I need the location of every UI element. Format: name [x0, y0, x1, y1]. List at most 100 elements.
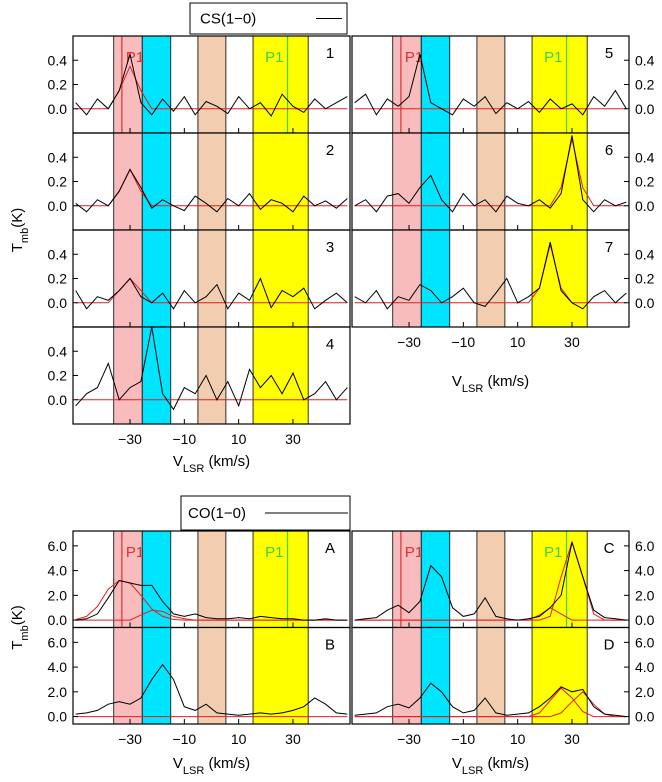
legend-label: CO(1−0) — [188, 505, 246, 522]
velocity-band — [197, 35, 227, 134]
y-tick-label: 4.0 — [635, 563, 655, 579]
fit-line — [354, 244, 627, 304]
marker-label: P1 — [265, 49, 283, 66]
y-tick-label: 2.0 — [635, 587, 655, 603]
velocity-band — [252, 229, 309, 328]
velocity-band — [197, 530, 227, 628]
panel-label: 4 — [326, 336, 334, 353]
x-tick-label: −30 — [397, 731, 421, 747]
x-axis-label-part: (km/s) — [204, 755, 250, 772]
y-tick-label: 2.0 — [48, 587, 68, 603]
spectrum-line — [354, 541, 627, 621]
velocity-band — [531, 229, 588, 328]
velocity-band — [420, 35, 451, 134]
y-tick-label: 2.0 — [48, 684, 68, 700]
marker-label: P1 — [126, 544, 144, 561]
y-tick-label: 6.0 — [48, 538, 68, 554]
velocity-band — [141, 627, 172, 725]
panel-label: 3 — [326, 239, 334, 256]
velocity-band — [197, 326, 227, 425]
y-axis-label-part: mb — [19, 625, 31, 640]
marker-label: P1 — [544, 544, 562, 561]
velocity-band — [141, 229, 172, 328]
spectrum-line — [75, 52, 348, 117]
y-tick-label: 0.0 — [48, 612, 68, 628]
velocity-band — [420, 627, 451, 725]
panel-label: A — [325, 540, 335, 557]
y-tick-label: 0.4 — [635, 52, 655, 68]
x-axis-label-part: V — [452, 373, 462, 390]
velocity-band — [420, 530, 451, 628]
velocity-band — [252, 35, 309, 134]
velocity-band — [476, 530, 506, 628]
y-tick-label: 0.0 — [635, 612, 655, 628]
y-tick-label: 0.2 — [635, 77, 655, 93]
x-tick-label: −10 — [172, 431, 196, 447]
spectrum-line — [75, 277, 348, 310]
fit-line — [75, 65, 348, 110]
x-axis-label-part: LSR — [183, 463, 204, 475]
marker-label: P1 — [126, 49, 144, 66]
velocity-band — [141, 326, 172, 425]
y-tick-label: 0.4 — [48, 149, 68, 165]
x-axis-label: VLSR (km/s) — [173, 453, 250, 475]
panel-label: 1 — [326, 45, 334, 62]
y-tick-label: 0.0 — [48, 295, 68, 311]
velocity-band — [113, 132, 143, 231]
marker-label: P1 — [265, 544, 283, 561]
y-tick-label: 0.0 — [48, 392, 68, 408]
velocity-band — [197, 627, 227, 725]
y-axis-label: Tmb(K) — [9, 208, 31, 252]
legend-label: CS(1−0) — [200, 11, 256, 28]
y-tick-label: 0.0 — [635, 709, 655, 725]
velocity-band — [531, 530, 588, 628]
y-tick-label: 0.0 — [635, 198, 655, 214]
y-tick-label: 2.0 — [635, 684, 655, 700]
y-tick-label: 0.0 — [48, 198, 68, 214]
y-tick-label: 0.0 — [635, 295, 655, 311]
velocity-band — [113, 229, 143, 328]
x-axis-label-part: V — [173, 453, 183, 470]
velocity-band — [476, 627, 506, 725]
y-axis-label-part: mb — [19, 228, 31, 243]
x-tick-label: 10 — [231, 731, 247, 747]
x-axis-label-part: (km/s) — [483, 373, 529, 390]
x-tick-label: −30 — [118, 431, 142, 447]
y-axis-label-part: T — [9, 243, 26, 252]
x-tick-label: 30 — [564, 731, 580, 747]
y-tick-label: 0.4 — [48, 246, 68, 262]
spectrum-line — [75, 168, 348, 213]
x-tick-label: 30 — [285, 731, 301, 747]
y-tick-label: 0.2 — [635, 271, 655, 287]
velocity-band — [141, 35, 172, 134]
x-axis-label: VLSR (km/s) — [452, 373, 529, 395]
y-tick-label: 0.2 — [635, 174, 655, 190]
spectrum-line — [75, 579, 348, 621]
velocity-band — [531, 35, 588, 134]
marker-label: P1 — [544, 49, 562, 66]
y-tick-label: 0.2 — [48, 174, 68, 190]
x-tick-label: 10 — [510, 334, 526, 350]
velocity-band — [252, 132, 309, 231]
velocity-band — [252, 326, 309, 425]
panel-label: D — [604, 637, 615, 654]
y-tick-label: 6.0 — [635, 538, 655, 554]
spectrum-line — [354, 682, 627, 718]
y-tick-label: 0.2 — [48, 368, 68, 384]
y-tick-label: 0.2 — [48, 77, 68, 93]
x-axis-label-part: LSR — [462, 765, 483, 777]
y-tick-label: 4.0 — [635, 659, 655, 675]
x-axis-label: VLSR (km/s) — [173, 755, 250, 777]
marker-label: P1 — [405, 544, 423, 561]
y-axis-label: Tmb(K) — [9, 605, 31, 649]
spectrum-line — [354, 241, 627, 310]
x-axis-label-part: LSR — [183, 765, 204, 777]
velocity-band — [392, 627, 422, 725]
panel-label: 7 — [605, 239, 613, 256]
fit-line — [354, 691, 627, 718]
spectrum-line — [354, 135, 627, 213]
velocity-band — [420, 229, 451, 328]
panel-label: 5 — [605, 45, 613, 62]
y-tick-label: 0.0 — [48, 101, 68, 117]
